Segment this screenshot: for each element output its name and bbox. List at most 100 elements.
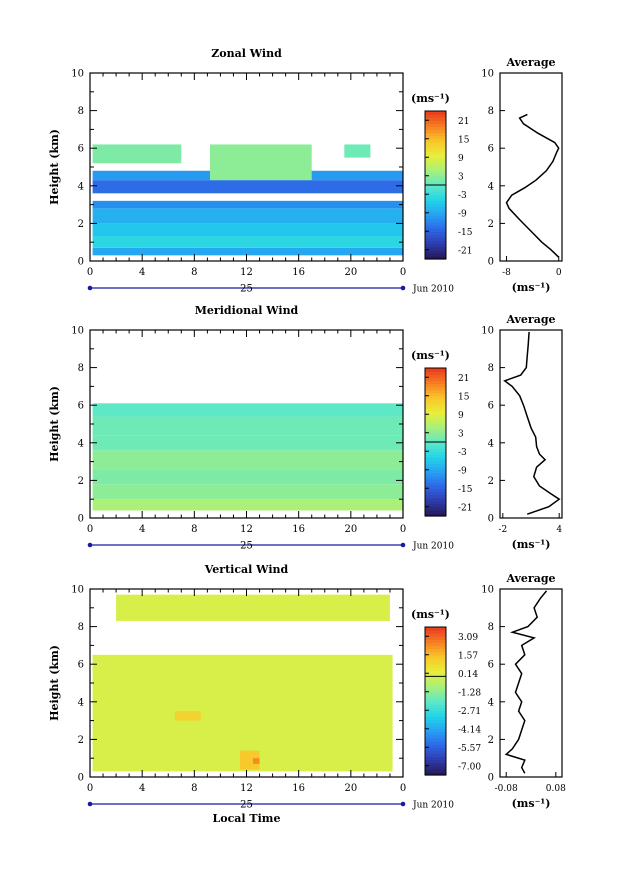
colorbar-segment — [425, 144, 446, 149]
colorbar-segment — [425, 138, 446, 143]
data-cell — [92, 435, 403, 451]
colorbar-segment — [425, 141, 446, 146]
colorbar-segment — [425, 185, 446, 189]
average-profile-line — [505, 113, 560, 258]
colorbar-segment — [425, 630, 446, 634]
colorbar-tick-label: 21 — [458, 117, 469, 127]
average-frame — [499, 329, 563, 519]
colorbar-segment — [425, 414, 446, 418]
colorbar-segment — [425, 688, 446, 693]
colorbar-segment — [425, 401, 446, 406]
month-label: Jun 2010 — [412, 801, 454, 811]
average-x-tick-label: 4 — [556, 525, 562, 535]
colorbar-segment — [425, 713, 446, 718]
colorbar-segment — [425, 252, 446, 257]
average-y-tick-label: 4 — [488, 438, 494, 449]
y-tick-label: 2 — [78, 219, 84, 230]
y-axis-label: Height (km) — [48, 129, 61, 205]
colorbar-segment — [425, 374, 446, 378]
colorbar-segment — [425, 111, 446, 115]
colorbar-segment — [425, 426, 446, 431]
x-axis-label: Local Time — [213, 812, 281, 825]
colorbar-segment — [425, 222, 446, 226]
average-title: Average — [505, 313, 555, 326]
colorbar-segment — [425, 472, 446, 477]
average-y-tick-label: 6 — [488, 401, 494, 412]
y-tick-label: 8 — [78, 622, 84, 633]
x-tick-label: 16 — [292, 783, 305, 794]
colorbar-segment — [425, 209, 446, 214]
colorbar-segment — [425, 218, 446, 223]
data-cell — [116, 594, 390, 621]
colorbar-segment — [425, 685, 446, 690]
colorbar-segment — [425, 246, 446, 251]
colorbar-segment — [425, 255, 446, 260]
colorbar-segment — [425, 664, 446, 668]
colorbar-segment — [425, 408, 446, 412]
colorbar-segment — [425, 491, 446, 496]
data-cell — [92, 208, 403, 224]
date-bar-cap — [400, 285, 406, 291]
average-y-tick-label: 0 — [488, 257, 494, 268]
colorbar-segment — [425, 642, 446, 647]
colorbar-tick-label: -2.71 — [458, 707, 481, 717]
colorbar-segment — [425, 191, 446, 195]
panel-title: Zonal Wind — [211, 47, 282, 60]
colorbar-tick-label: -5.57 — [458, 744, 481, 754]
colorbar-segment — [425, 762, 446, 767]
colorbar-segment — [425, 123, 446, 128]
month-label: Jun 2010 — [412, 542, 454, 552]
colorbar-segment — [425, 169, 446, 174]
colorbar-segment — [425, 423, 446, 428]
colorbar-segment — [425, 676, 446, 681]
colorbar-segment — [425, 148, 446, 152]
average-profile-line — [504, 590, 548, 774]
colorbar-segment — [425, 172, 446, 177]
colorbar-segment — [425, 438, 446, 443]
colorbar-segment — [425, 392, 446, 397]
colorbar-segment — [425, 697, 446, 702]
y-tick-label: 4 — [78, 697, 84, 708]
average-y-tick-label: 10 — [481, 326, 494, 337]
colorbar-segment — [425, 738, 446, 742]
data-cell — [92, 247, 403, 256]
date-label: 25 — [240, 284, 253, 295]
colorbar-segment — [425, 154, 446, 158]
colorbar-segment — [425, 203, 446, 208]
colorbar-segment — [425, 194, 446, 198]
colorbar-segment — [425, 701, 446, 705]
x-tick-label: 20 — [344, 524, 357, 535]
colorbar-segment — [425, 494, 446, 499]
average-y-tick-label: 8 — [488, 106, 494, 117]
colorbar-segment — [425, 485, 446, 489]
average-x-tick-label: 0.08 — [546, 784, 566, 794]
x-tick-label: 0 — [400, 783, 406, 794]
colorbar-tick-label: -4.14 — [458, 725, 481, 735]
average-frame — [499, 588, 563, 778]
colorbar-segment — [425, 432, 446, 437]
average-x-tick-label: -8 — [502, 268, 511, 278]
y-tick-label: 6 — [78, 401, 84, 412]
colorbar-segment — [425, 429, 446, 434]
average-y-tick-label: 2 — [488, 219, 494, 230]
colorbar-segment — [425, 435, 446, 440]
x-tick-label: 20 — [344, 267, 357, 278]
average-y-tick-label: 10 — [481, 585, 494, 596]
average-x-label: (ms⁻¹) — [512, 281, 551, 294]
colorbar-segment — [425, 243, 446, 248]
colorbar-segment — [425, 482, 446, 486]
colorbar-tick-label: 0.14 — [458, 670, 478, 680]
colorbar-segment — [425, 454, 446, 459]
x-tick-label: 12 — [240, 524, 253, 535]
data-cell — [92, 144, 182, 164]
colorbar-frame — [424, 626, 447, 776]
colorbar-segment — [425, 411, 446, 415]
colorbar-segment — [425, 389, 446, 394]
colorbar-tick-label: -1.28 — [458, 688, 481, 698]
average-y-tick-label: 8 — [488, 622, 494, 633]
colorbar-segment — [425, 448, 446, 452]
colorbar-segment — [425, 707, 446, 711]
data-cell — [92, 416, 403, 436]
colorbar-segment — [425, 756, 446, 761]
